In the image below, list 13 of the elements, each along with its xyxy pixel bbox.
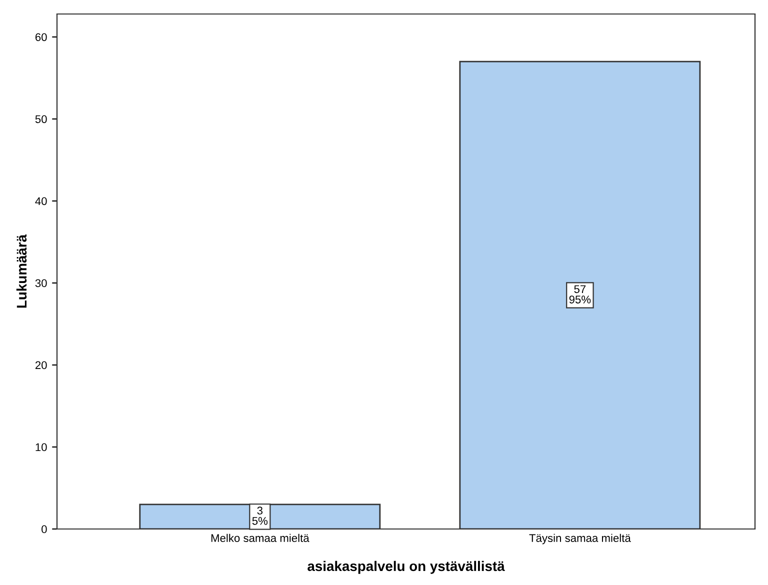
x-tick-label: Melko samaa mieltä	[211, 534, 310, 542]
x-axis-title: asiakaspalvelu on ystävällistä	[308, 560, 505, 574]
y-tick-label: 20	[35, 361, 47, 370]
data-label: 57 95%	[569, 285, 591, 304]
y-axis-title: Lukumäärä	[16, 234, 27, 308]
x-tick-label: Täysin samaa mieltä	[529, 534, 631, 544]
y-tick-label: 30	[35, 279, 47, 288]
data-label: 3 5%	[252, 506, 268, 525]
y-tick-label: 0	[42, 525, 47, 534]
y-tick-label: 40	[35, 197, 47, 206]
y-tick-label: 60	[35, 33, 47, 42]
y-tick-label: 50	[35, 115, 47, 124]
y-tick-label: 10	[36, 443, 47, 452]
